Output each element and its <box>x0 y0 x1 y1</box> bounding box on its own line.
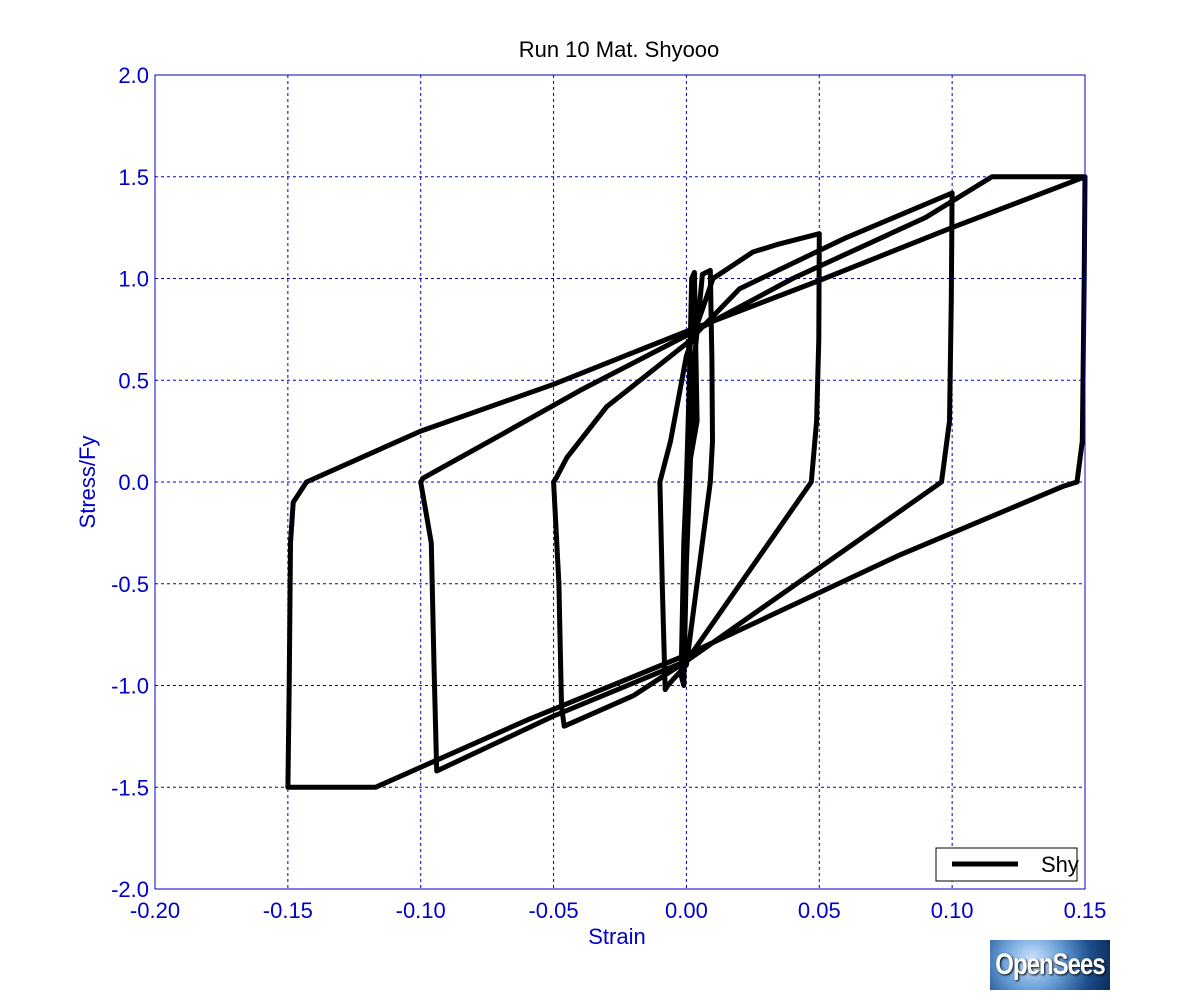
series-line-shy <box>285 174 1088 790</box>
y-tick-label: 1.5 <box>118 165 149 190</box>
opensees-logo-text: OpenSees <box>995 947 1105 982</box>
y-tick-label: -0.5 <box>111 572 149 597</box>
x-tick-label: 0.05 <box>798 898 841 923</box>
x-tick-label: -0.10 <box>396 898 446 923</box>
opensees-logo: OpenSees <box>990 940 1110 990</box>
y-tick-label: 0.5 <box>118 368 149 393</box>
y-tick-label: -2.0 <box>111 877 149 902</box>
x-tick-label: -0.15 <box>263 898 313 923</box>
x-tick-label: 0.15 <box>1064 898 1107 923</box>
x-axis-label: Strain <box>588 924 645 949</box>
x-tick-label: 0.10 <box>931 898 974 923</box>
y-tick-label: 1.0 <box>118 267 149 292</box>
y-tick-label: -1.5 <box>111 775 149 800</box>
x-tick-label: -0.20 <box>130 898 180 923</box>
y-tick-label: 2.0 <box>118 63 149 88</box>
legend: Shy <box>935 847 1079 882</box>
x-tick-label: -0.05 <box>528 898 578 923</box>
plot-frame <box>154 74 1086 890</box>
y-tick-label: 0.0 <box>118 470 149 495</box>
y-axis-label: Stress/Fy <box>75 436 100 529</box>
chart-title: Run 10 Mat. Shyooo <box>519 37 720 62</box>
legend-label-shy: Shy <box>1041 852 1079 877</box>
series-layer <box>285 174 1088 790</box>
x-tick-label: 0.00 <box>665 898 708 923</box>
y-tick-label: -1.0 <box>111 674 149 699</box>
tick-labels: -0.20 -0.15 -0.10 -0.05 0.00 0.05 0.10 0.15 2.0 1… <box>111 63 1106 923</box>
